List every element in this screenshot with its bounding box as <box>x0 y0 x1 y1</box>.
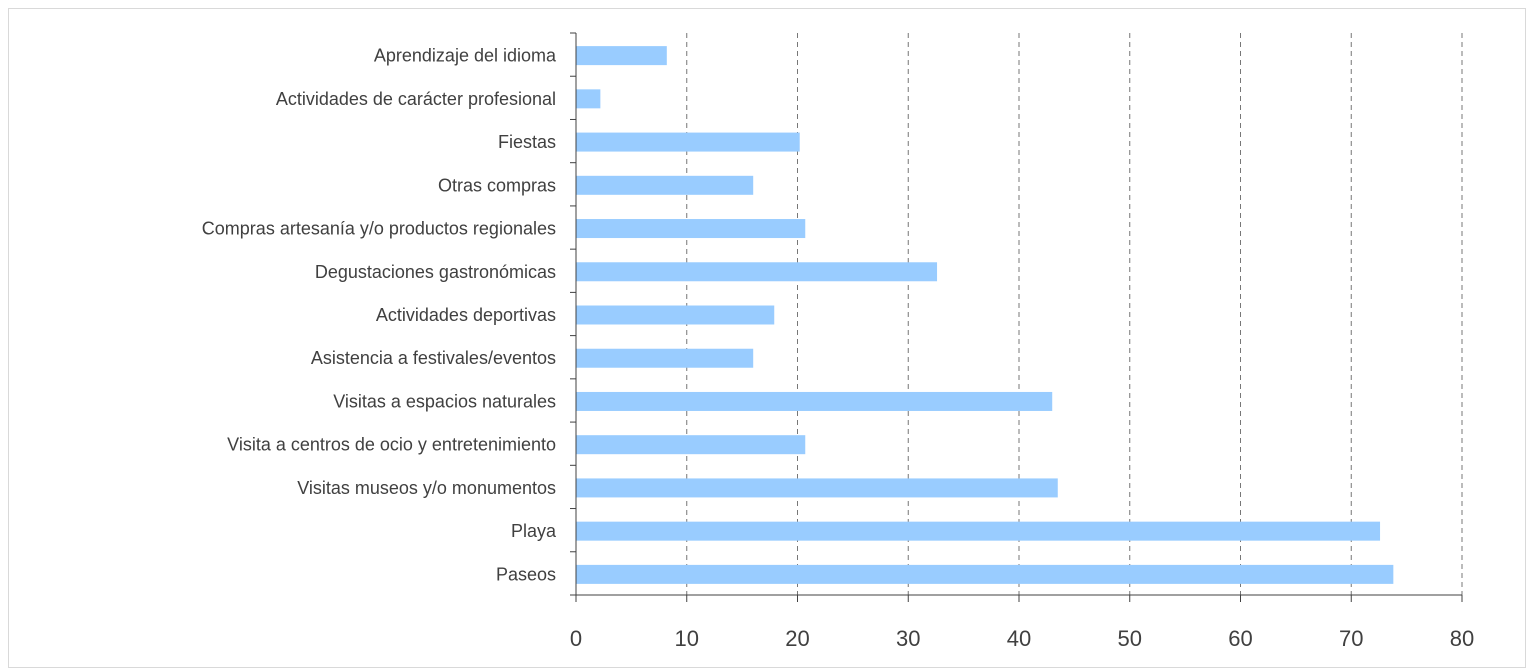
x-tick-label: 60 <box>1228 626 1252 651</box>
axes <box>570 32 1463 602</box>
chart-frame <box>8 8 1526 668</box>
category-label: Asistencia a festivales/eventos <box>311 348 556 368</box>
x-tick-label: 10 <box>675 626 699 651</box>
x-tick-label: 30 <box>896 626 920 651</box>
category-label: Actividades deportivas <box>376 305 556 325</box>
category-label: Visita a centros de ocio y entretenimien… <box>227 435 556 455</box>
bar <box>576 219 806 239</box>
bar <box>576 305 775 325</box>
bar <box>576 348 754 368</box>
category-label: Compras artesanía y/o productos regional… <box>202 219 556 239</box>
x-tick-label: 0 <box>570 626 582 651</box>
bar <box>576 132 800 152</box>
bar <box>576 175 754 195</box>
category-label: Playa <box>511 521 557 541</box>
x-tick-label: 20 <box>785 626 809 651</box>
x-tick-label: 80 <box>1450 626 1474 651</box>
bar <box>576 478 1058 498</box>
bar <box>576 262 938 282</box>
category-label: Visitas a espacios naturales <box>333 391 556 411</box>
category-label: Paseos <box>496 564 556 584</box>
category-label: Otras compras <box>438 175 556 195</box>
x-tick-label: 40 <box>1007 626 1031 651</box>
bar <box>576 89 601 109</box>
x-tick-label: 50 <box>1118 626 1142 651</box>
bar <box>576 435 806 455</box>
x-tick-label: 70 <box>1339 626 1363 651</box>
bar <box>576 564 1394 584</box>
category-label: Visitas museos y/o monumentos <box>297 478 556 498</box>
x-tick-labels: 0 10 20 30 40 50 60 70 80 <box>570 626 1474 651</box>
bar-chart: Aprendizaje del idioma Actividades de car… <box>202 32 1474 651</box>
category-label: Degustaciones gastronómicas <box>315 262 556 282</box>
gridlines <box>686 33 1463 595</box>
bar <box>576 391 1053 411</box>
bars <box>576 46 1394 584</box>
category-label: Actividades de carácter profesional <box>276 89 556 109</box>
category-label: Fiestas <box>498 132 556 152</box>
category-labels: Aprendizaje del idioma Actividades de car… <box>202 46 557 585</box>
bar <box>576 46 667 66</box>
bar <box>576 521 1381 541</box>
category-label: Aprendizaje del idioma <box>374 46 557 66</box>
